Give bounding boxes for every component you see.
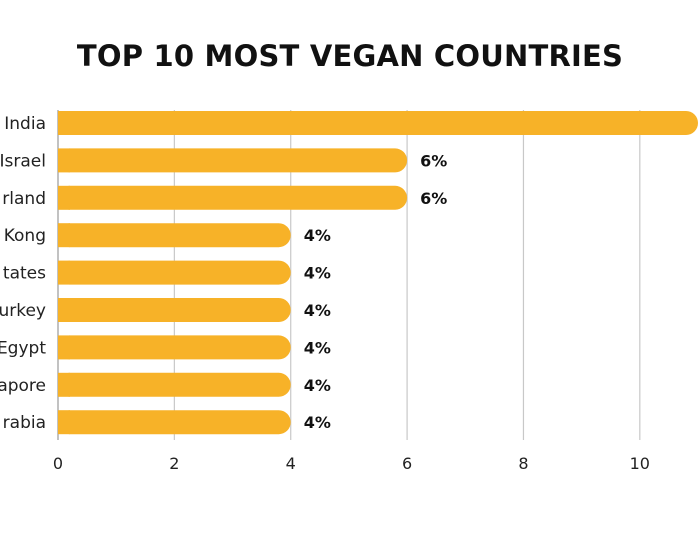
data-label: 4%	[304, 226, 331, 245]
category-label: apore	[0, 376, 46, 396]
bar	[58, 111, 698, 135]
category-label: Israel	[0, 151, 46, 171]
category-label: rabia	[3, 413, 46, 433]
data-label: 4%	[304, 264, 331, 283]
x-tick-label: 0	[53, 454, 63, 473]
chart-title: TOP 10 MOST VEGAN COUNTRIES	[77, 39, 623, 73]
category-label: Kong	[4, 226, 46, 246]
bar-left-cap	[58, 298, 70, 322]
bar	[58, 185, 408, 210]
data-label: 4%	[304, 301, 331, 320]
x-tick-label: 8	[518, 454, 528, 473]
data-label: 6%	[420, 189, 447, 208]
category-label: India	[4, 114, 46, 134]
bar-left-cap	[58, 260, 70, 285]
x-tick-label: 2	[169, 454, 179, 473]
bar-left-cap	[58, 223, 70, 248]
category-label: rland	[2, 189, 46, 209]
bar	[58, 298, 291, 322]
data-label: 4%	[304, 338, 331, 357]
x-tick-label: 4	[286, 454, 296, 473]
bars	[58, 111, 698, 435]
data-label: 4%	[304, 413, 331, 432]
bar	[58, 260, 291, 285]
x-tick-label: 6	[402, 454, 412, 473]
bar	[58, 223, 291, 248]
bar-left-cap	[58, 148, 70, 173]
category-label: tates	[3, 264, 46, 284]
bar	[58, 335, 291, 360]
bar-left-cap	[58, 185, 70, 210]
category-labels: India Israel rland Kong tates urkey Egypt apore…	[0, 114, 46, 433]
bar-left-cap	[58, 372, 70, 397]
bar	[58, 410, 291, 435]
bar-left-cap	[58, 335, 70, 360]
bar	[58, 372, 291, 397]
bar-left-cap	[58, 410, 70, 435]
x-axis-ticks: 0 2 4 6 8 10	[53, 454, 650, 473]
data-labels: 6% 6% 4% 4% 4% 4% 4% 4%	[304, 151, 448, 432]
data-label: 6%	[420, 151, 447, 170]
x-tick-label: 10	[630, 454, 650, 473]
category-label: Egypt	[0, 338, 46, 358]
bar-left-cap	[58, 111, 70, 135]
data-label: 4%	[304, 376, 331, 395]
category-label: urkey	[0, 301, 46, 321]
bar	[58, 148, 408, 173]
